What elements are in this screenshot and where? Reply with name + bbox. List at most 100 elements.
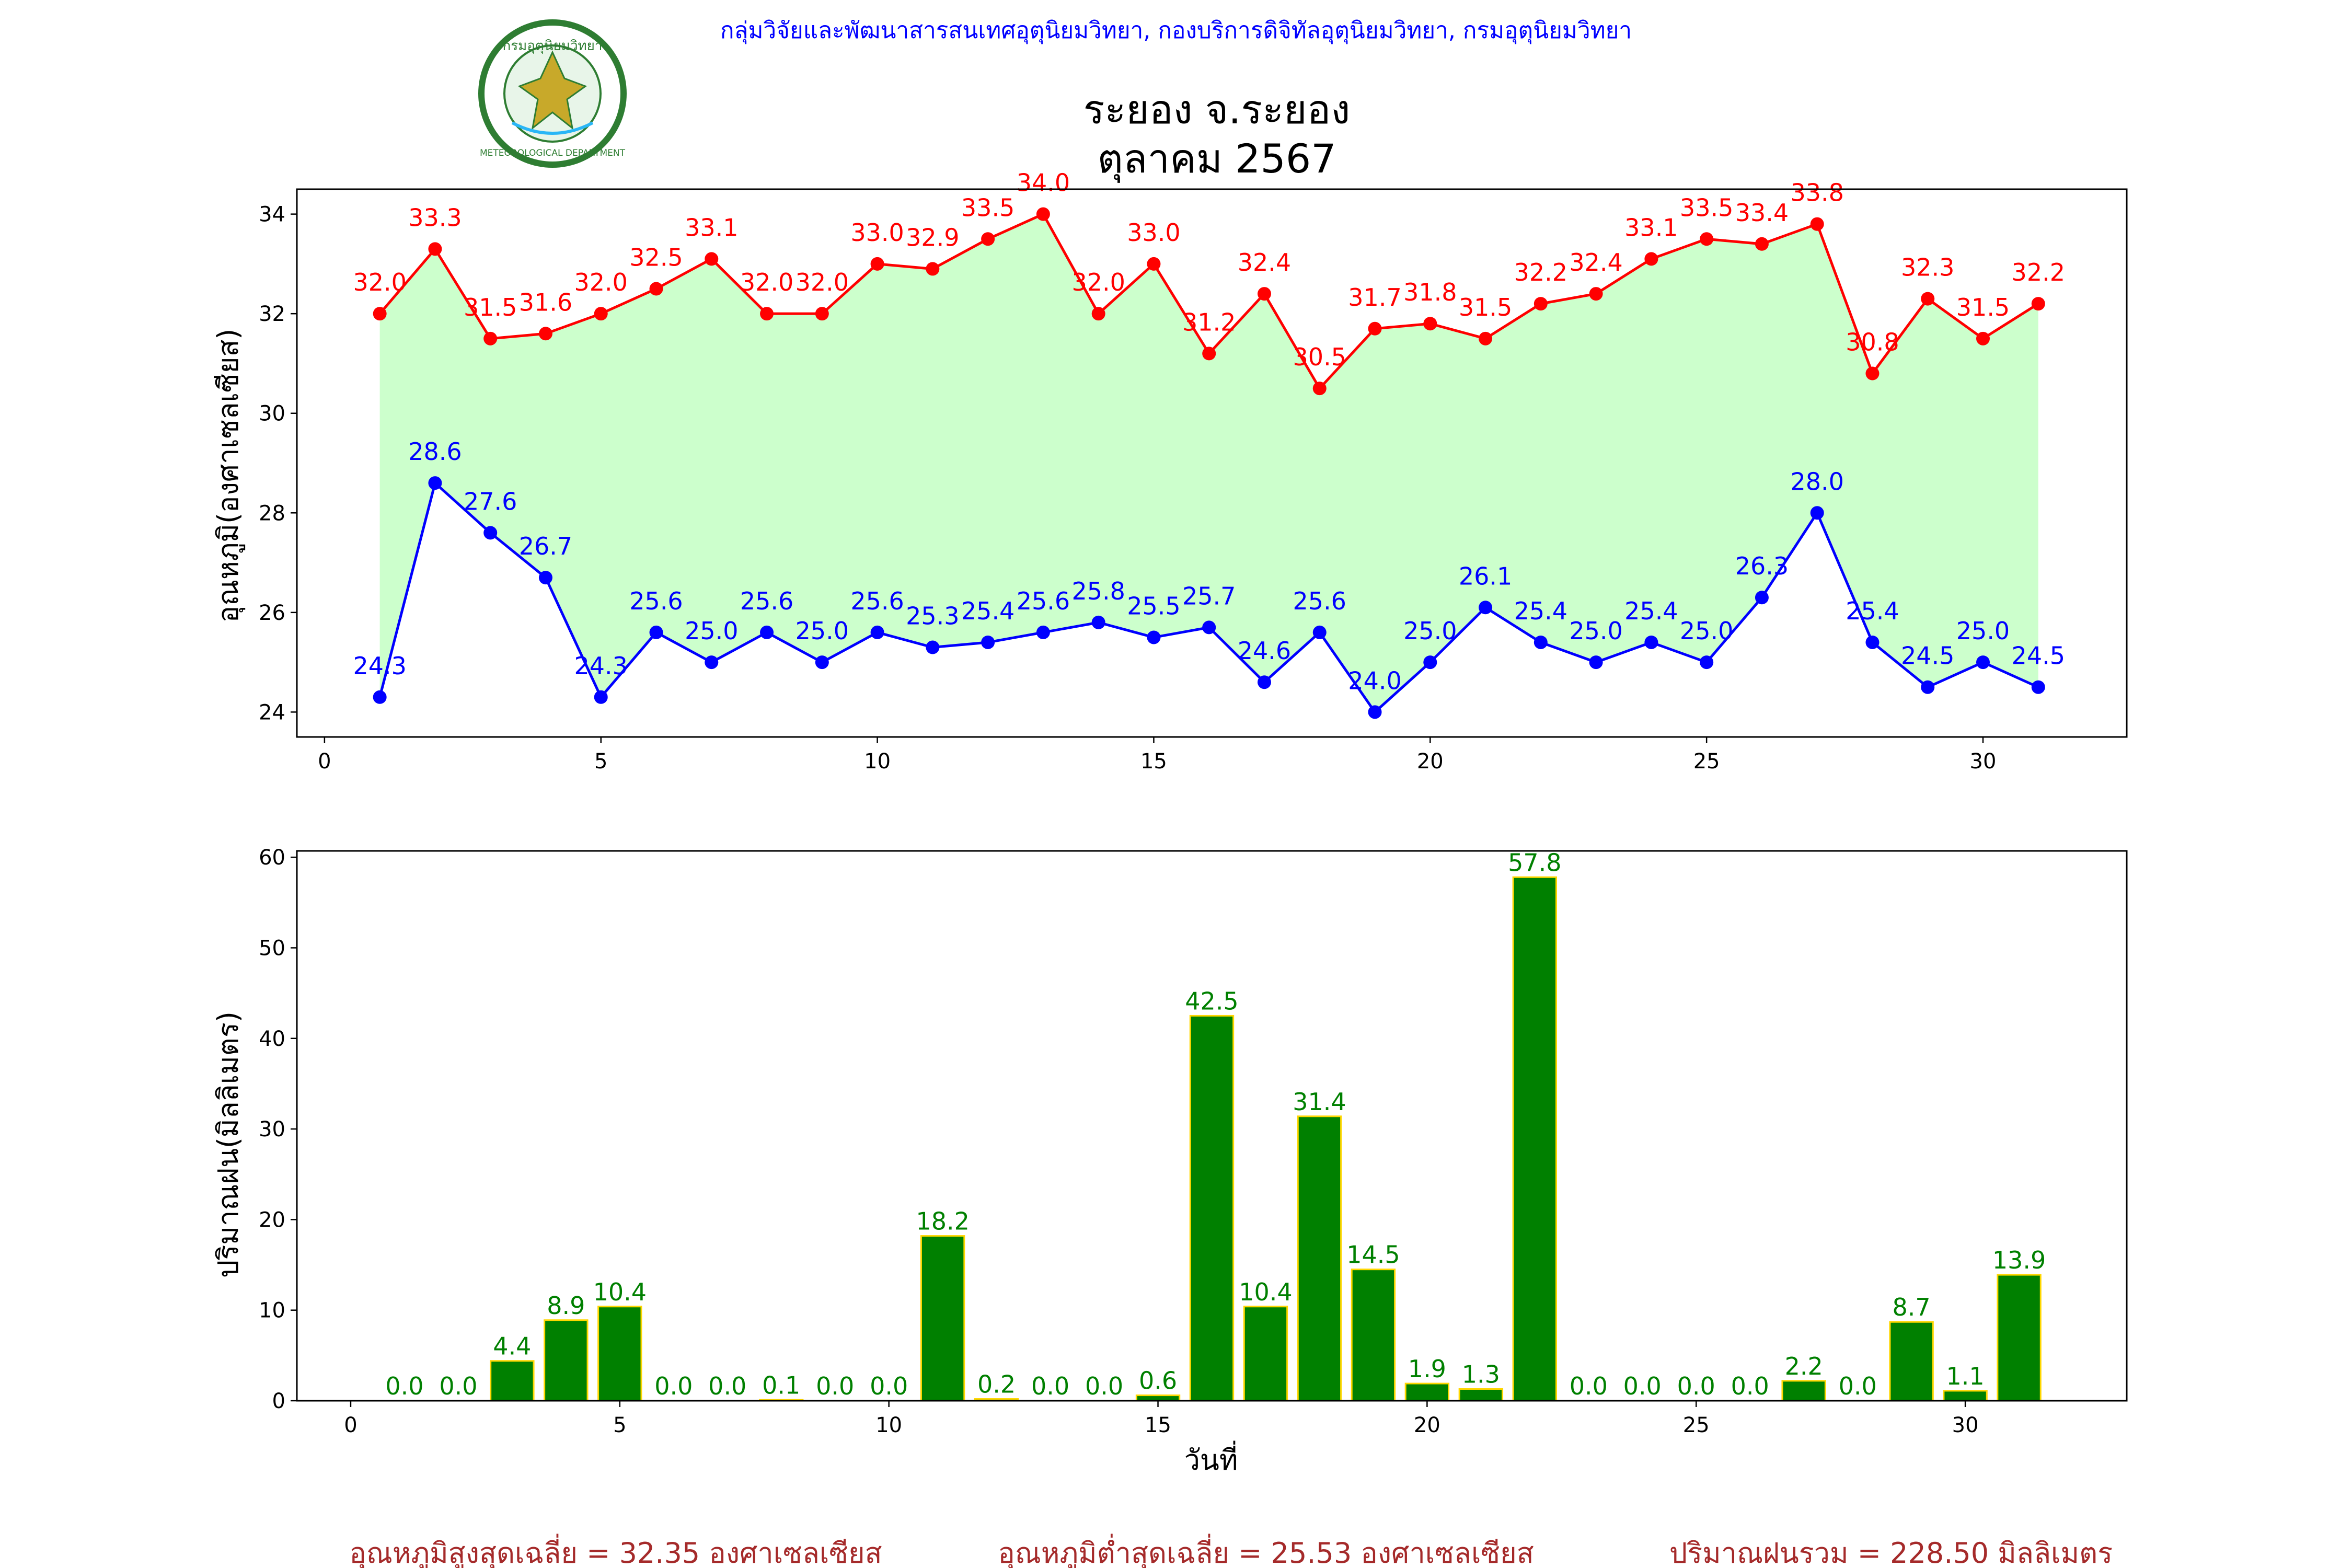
rainfall-y-axis-label: ปริมาณฝน(มิลลิเมตร) xyxy=(212,1011,245,1278)
min-temperature-point xyxy=(373,690,387,704)
rainfall-value-label: 0.0 xyxy=(1570,1372,1608,1400)
min-temperature-value-label: 25.4 xyxy=(961,597,1014,625)
min-temperature-value-label: 25.6 xyxy=(1293,587,1346,615)
min-temperature-value-label: 25.6 xyxy=(629,587,683,615)
min-temperature-point xyxy=(1921,680,1935,694)
rainfall-bar xyxy=(1297,1115,1342,1402)
min-temperature-value-label: 27.6 xyxy=(464,487,517,515)
max-temperature-value-label: 31.5 xyxy=(1459,293,1512,321)
rainfall-value-label: 13.9 xyxy=(1992,1246,2046,1274)
temperature-y-tick-label: 34 xyxy=(259,203,285,227)
rainfall-value-label: 0.0 xyxy=(654,1372,693,1400)
max-temperature-point xyxy=(1479,331,1493,345)
max-temperature-value-label: 33.5 xyxy=(1680,193,1733,222)
summary-average-min: อุณหภูมิต่ำสุดเฉลี่ย = 25.53 องศาเซลเซีย… xyxy=(998,1534,1534,1568)
max-temperature-point xyxy=(1147,257,1161,271)
max-temperature-point xyxy=(1312,382,1327,396)
rainfall-value-label: 0.0 xyxy=(870,1372,908,1400)
max-temperature-point xyxy=(1589,287,1603,301)
rainfall-value-label: 0.0 xyxy=(385,1372,423,1400)
rainfall-bar xyxy=(1351,1269,1396,1402)
rainfall-bar xyxy=(544,1319,589,1402)
min-temperature-point xyxy=(815,655,829,670)
min-temperature-point xyxy=(649,625,663,639)
temperature-range-band xyxy=(379,214,2038,712)
max-temperature-value-label: 32.0 xyxy=(1071,268,1125,296)
temperature-y-tick-label: 24 xyxy=(259,700,285,724)
summary-total-rain: ปริมาณฝนรวม = 228.50 มิลลิเมตร xyxy=(1669,1537,2113,1568)
min-temperature-point xyxy=(1091,615,1105,629)
min-temperature-value-label: 24.3 xyxy=(574,652,628,680)
min-temperature-point xyxy=(1644,635,1658,649)
max-temperature-point xyxy=(373,307,387,321)
min-temperature-value-label: 25.0 xyxy=(1956,617,2010,645)
min-temperature-value-label: 25.6 xyxy=(740,587,793,615)
min-temperature-point xyxy=(1423,655,1437,670)
max-temperature-point xyxy=(1976,331,1990,345)
min-temperature-value-label: 26.7 xyxy=(519,532,572,560)
rainfall-value-label: 31.4 xyxy=(1293,1088,1346,1116)
max-temperature-point xyxy=(1644,252,1658,266)
min-temperature-value-label: 25.0 xyxy=(1403,617,1457,645)
rainfall-y-tick-label: 50 xyxy=(259,936,285,960)
max-temperature-value-label: 31.6 xyxy=(519,288,572,316)
rainfall-bar xyxy=(1404,1382,1450,1402)
meteorological-department-logo: กรมอุตุนิยมวิทยา METEOROLOGICAL DEPARTME… xyxy=(478,19,627,168)
logo-text-top: กรมอุตุนิยมวิทยา xyxy=(502,38,602,54)
temperature-x-tick-label: 10 xyxy=(864,750,891,774)
rainfall-value-label: 4.4 xyxy=(493,1332,531,1361)
min-temperature-value-label: 24.5 xyxy=(1901,642,1954,670)
max-temperature-value-label: 32.0 xyxy=(353,268,406,296)
rainfall-value-label: 0.6 xyxy=(1139,1367,1177,1395)
max-temperature-point xyxy=(1755,237,1769,251)
min-temperature-value-label: 25.8 xyxy=(1071,577,1125,605)
temperature-y-tick-label: 28 xyxy=(259,501,285,525)
min-temperature-point xyxy=(1202,620,1216,635)
min-temperature-point xyxy=(538,571,552,585)
min-temperature-point xyxy=(1865,635,1880,649)
temperature-x-tick-label: 30 xyxy=(1970,750,1997,774)
max-temperature-value-label: 32.5 xyxy=(629,244,683,272)
max-temperature-value-label: 33.8 xyxy=(1790,179,1843,207)
min-temperature-point xyxy=(1147,630,1161,644)
max-temperature-value-label: 33.0 xyxy=(1127,218,1180,247)
max-temperature-value-label: 31.2 xyxy=(1182,308,1236,336)
max-temperature-value-label: 31.7 xyxy=(1348,283,1401,312)
rainfall-value-label: 0.0 xyxy=(439,1372,477,1400)
min-temperature-value-label: 25.7 xyxy=(1182,582,1236,610)
rainfall-value-label: 1.1 xyxy=(1946,1362,1985,1390)
max-temperature-point xyxy=(1865,366,1880,381)
temperature-x-tick-label: 5 xyxy=(594,750,607,774)
rainfall-value-label: 0.0 xyxy=(1031,1372,1069,1400)
max-temperature-point xyxy=(428,242,442,256)
rainfall-x-tick-label: 25 xyxy=(1683,1413,1710,1437)
rainfall-value-label: 1.9 xyxy=(1408,1355,1446,1383)
max-temperature-value-label: 33.0 xyxy=(850,218,904,247)
rainfall-value-label: 0.1 xyxy=(762,1371,800,1399)
max-temperature-value-label: 32.0 xyxy=(574,268,628,296)
min-temperature-value-label: 25.4 xyxy=(1846,597,1899,625)
rainfall-value-label: 0.0 xyxy=(816,1372,854,1400)
rainfall-plot-frame xyxy=(296,850,2128,1402)
rainfall-bar xyxy=(597,1306,642,1402)
max-temperature-value-label: 32.4 xyxy=(1569,248,1622,276)
logo-water-waves xyxy=(511,121,594,135)
rainfall-value-label: 0.0 xyxy=(1677,1372,1715,1400)
max-temperature-point xyxy=(1810,217,1824,231)
max-temperature-point xyxy=(1423,317,1437,331)
max-temperature-point xyxy=(1534,297,1548,311)
rainfall-value-label: 0.0 xyxy=(1839,1372,1877,1400)
rainfall-x-tick-label: 15 xyxy=(1145,1413,1171,1437)
rainfall-bar xyxy=(1997,1274,2042,1402)
max-temperature-value-label: 30.5 xyxy=(1293,343,1346,371)
rainfall-value-label: 18.2 xyxy=(916,1207,969,1236)
max-temperature-point xyxy=(1036,207,1050,221)
min-temperature-value-label: 25.4 xyxy=(1624,597,1678,625)
max-temperature-point xyxy=(1700,232,1714,246)
rainfall-value-label: 10.4 xyxy=(593,1278,647,1306)
max-temperature-point xyxy=(538,327,552,341)
min-temperature-point xyxy=(1700,655,1714,670)
rainfall-bar xyxy=(1189,1014,1235,1402)
